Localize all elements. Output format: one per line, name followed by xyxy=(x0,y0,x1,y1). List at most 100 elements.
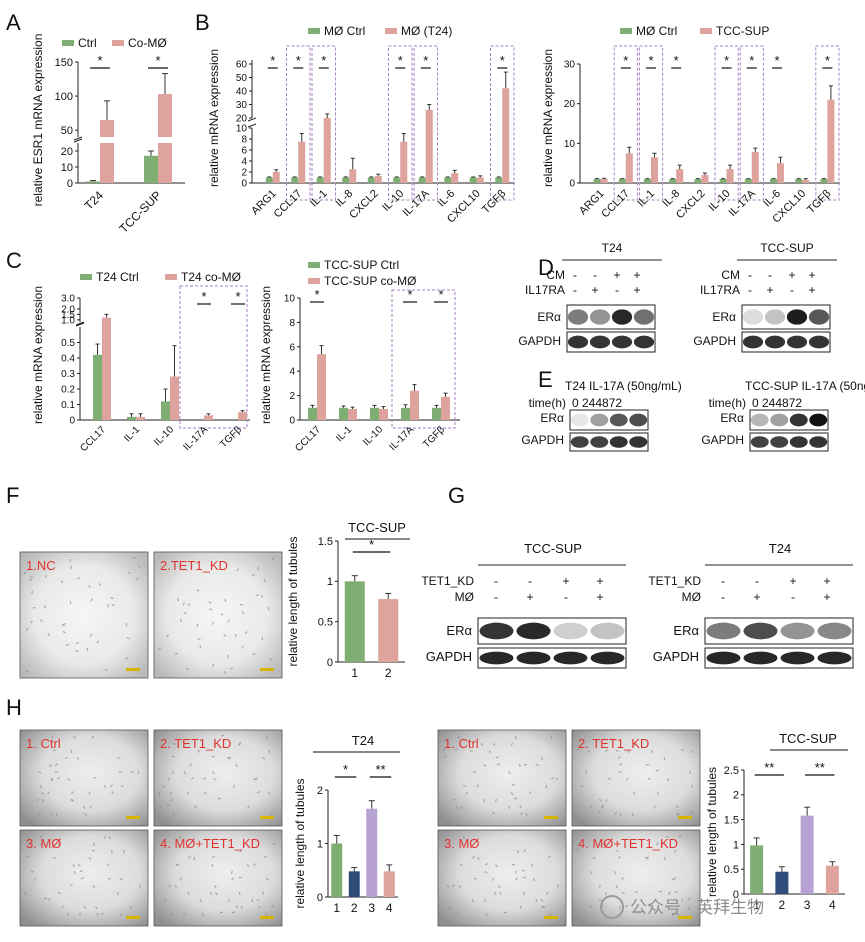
h-tcc-mo-tet1-kd-scale-bar xyxy=(678,916,692,919)
h-t24-ctrl-cell xyxy=(111,791,115,795)
c1-bar-il-10-t24-co-m xyxy=(170,376,179,420)
h-tcc-mo-cell xyxy=(519,905,522,909)
h-t24-mo-cell xyxy=(72,863,75,868)
h1-pair-sig-star: ** xyxy=(375,762,385,777)
a-bar-t24-ctrl xyxy=(86,181,100,183)
h-tcc-tet1-kd-cell xyxy=(582,806,586,810)
h-t24-mo-tet1-kd-cell xyxy=(231,911,235,914)
micrograph-nc-cell xyxy=(86,648,88,651)
h-tcc-mo-tet1-kd-cell xyxy=(676,904,680,908)
panel-label-c: C xyxy=(6,248,22,273)
h-t24-mo-tet1-kd-cell xyxy=(235,905,239,909)
h-t24-ctrl-cell xyxy=(55,813,58,817)
h2-bar-2 xyxy=(775,871,789,894)
c1-bar-ccl17-t24-ctrl xyxy=(93,354,102,420)
b1-ytick-label: 8 xyxy=(241,135,247,146)
micrograph-tet1-kd-cell xyxy=(263,579,266,583)
b2-bar-il-17a-tcc-sup xyxy=(751,152,759,183)
h-tcc-ctrl-cell xyxy=(480,743,484,746)
h-t24-tet1-kd-cell xyxy=(172,812,175,816)
e-t24-gapdh-strip xyxy=(569,432,649,452)
h-tcc-mo-cell xyxy=(522,892,526,896)
h-t24-ctrl-cell xyxy=(92,776,96,779)
f-bar-2 xyxy=(378,599,399,662)
h-tcc-ctrl-cell xyxy=(496,762,500,766)
h-t24-mo-cell xyxy=(139,884,142,888)
e-t24-gapdh-band xyxy=(590,436,609,448)
h-tcc-mo-tet1-kd-cell xyxy=(671,912,674,917)
h-t24-mo-tet1-kd-cell xyxy=(264,912,267,916)
e-tcc-gapdh-band xyxy=(809,436,828,448)
micrograph-tet1-kd-cell xyxy=(183,612,187,615)
h-tcc-mo-tet1-kd-cell xyxy=(637,911,641,914)
micrograph-nc-cell xyxy=(28,579,32,581)
micrograph-nc-label: 1.NC xyxy=(26,558,56,573)
micrograph-nc-cell xyxy=(69,558,71,562)
g-tcc-era-band xyxy=(590,622,625,640)
c1-ytick-label: 0 xyxy=(69,416,75,427)
a-bar-tcc-sup-co-m-lower xyxy=(158,143,172,183)
h-t24-ctrl xyxy=(19,729,149,827)
b1-highlight-tgf xyxy=(490,45,515,201)
b1-ytick-label: 30 xyxy=(236,100,248,111)
h1-ytick-label: 2 xyxy=(317,785,323,797)
g-t24-mark: + xyxy=(823,574,830,588)
h1-xtick-label: 2 xyxy=(351,901,358,915)
h-tcc-mo-tet1-kd-cell xyxy=(615,885,618,889)
b2-ytick-label: 0 xyxy=(569,179,575,190)
h-tcc-mo-cell xyxy=(548,912,551,916)
g-tcc-era-band xyxy=(553,622,588,640)
panel-label-h: H xyxy=(6,695,22,720)
h-tcc-tet1-kd-cell xyxy=(576,748,580,751)
micrograph-nc-cell xyxy=(44,574,47,578)
micrograph-tet1-kd-cell xyxy=(176,598,180,602)
g-t24-mark: + xyxy=(789,574,796,588)
micrograph-nc-cell xyxy=(32,607,36,609)
h-t24-ctrl-cell xyxy=(51,735,55,739)
h-t24-ctrl-cell xyxy=(84,813,88,817)
e-tcc-time-label: time(h) xyxy=(709,396,746,410)
micrograph-nc xyxy=(19,551,149,679)
c2-bar-il-1-tcc-sup-co-m xyxy=(348,409,357,420)
h-tcc-tet1-kd-cell xyxy=(676,812,680,816)
h-tcc-mo-cell xyxy=(532,878,536,882)
h-tcc-ctrl-cell xyxy=(523,763,527,766)
h-t24-tet1-kd-cell xyxy=(270,812,274,817)
d-tcc-mark: - xyxy=(748,283,752,297)
c2-bar-il-17a-tcc-sup-co-m xyxy=(410,390,419,420)
e-tcc-gapdh-band xyxy=(789,436,808,448)
h-tcc-mo-cell xyxy=(492,877,494,881)
h-t24-tet1-kd-cell xyxy=(213,778,217,781)
micrograph-nc-cell xyxy=(29,575,33,578)
h-tcc-ctrl-cell xyxy=(550,776,554,780)
d-tcc-row-label: CM xyxy=(721,268,740,282)
a-ctrl-legend-label: Ctrl xyxy=(78,36,97,50)
b1-bar-il-10-m-ctrl xyxy=(393,177,401,183)
a-break-mark xyxy=(73,136,83,141)
micrograph-nc-cell xyxy=(31,590,34,594)
h-t24-mo-tet1-kd-cell xyxy=(187,891,190,896)
h-t24-ctrl-cell xyxy=(136,812,140,816)
micrograph-tet1-kd-cell xyxy=(197,638,201,641)
h-tcc-ctrl-cell xyxy=(483,764,487,767)
d-tcc-band-label: ERα xyxy=(712,310,736,324)
h-tcc-mo-cell xyxy=(446,885,450,888)
g-t24-gapdh-strip xyxy=(704,647,854,669)
panel-label-b: B xyxy=(195,10,210,35)
h-tcc-mo-tet1-kd-cell xyxy=(674,890,678,894)
c1-bar-il-1-t24-ctrl xyxy=(127,416,136,420)
d-t24-title: T24 xyxy=(602,241,623,255)
b2-ytick-label: 30 xyxy=(564,60,576,71)
micrograph-tet1-kd-cell xyxy=(229,667,233,670)
c1-ytick-label: 0.1 xyxy=(61,400,75,411)
h-tcc-tet1-kd-cell xyxy=(691,750,694,754)
h1-bar-4 xyxy=(383,871,395,897)
h-tcc-mo-tet1-kd-cell xyxy=(615,849,619,852)
h-tcc-ctrl-cell xyxy=(545,784,547,788)
micrograph-tet1-kd-cell xyxy=(157,647,161,651)
b2-bar-tgf-tcc-sup xyxy=(827,99,835,183)
h-t24-mo-cell xyxy=(96,913,100,917)
panel-label-e: E xyxy=(538,367,553,392)
h-t24-ctrl-cell xyxy=(70,791,74,794)
